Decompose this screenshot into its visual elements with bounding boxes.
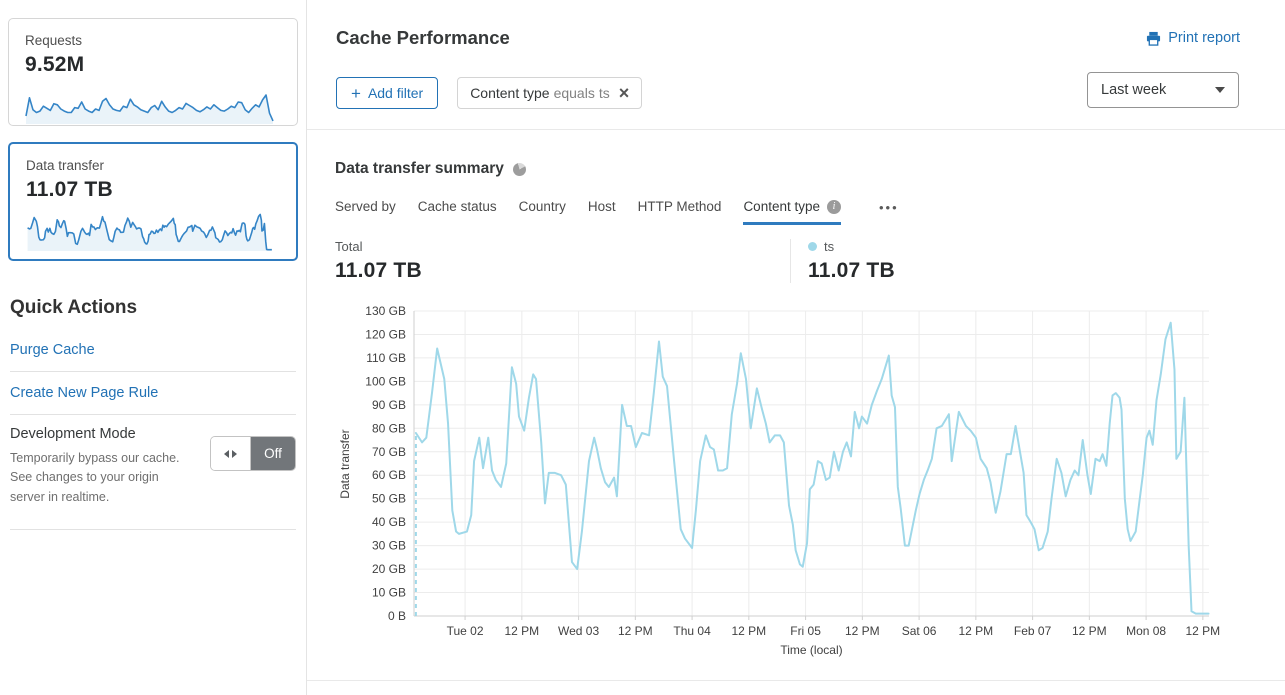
time-range-dropdown[interactable]: Last week (1087, 72, 1239, 108)
total-label: Total (335, 239, 363, 254)
svg-text:Wed 03: Wed 03 (558, 624, 599, 638)
print-report-button[interactable]: Print report (1146, 30, 1240, 46)
tab-country[interactable]: Country (518, 199, 566, 214)
development-mode-text: Development Mode Temporarily bypass our … (10, 426, 188, 507)
main-content: Cache Performance Print report + Add fil… (307, 0, 1285, 695)
filter-chip-value: ts (598, 85, 610, 101)
close-icon[interactable]: × (618, 83, 630, 103)
series-ts-value: 11.07 TB (808, 259, 895, 282)
svg-text:12 PM: 12 PM (1186, 624, 1221, 638)
more-tabs-button[interactable]: ••• (879, 200, 899, 215)
filter-chip-field: Content type (470, 85, 550, 101)
svg-text:Fri 05: Fri 05 (790, 624, 821, 638)
toggle-arrows-icon[interactable] (211, 437, 251, 470)
development-mode-toggle[interactable]: Off (210, 436, 296, 471)
svg-text:20 GB: 20 GB (372, 562, 406, 576)
purge-cache-link[interactable]: Purge Cache (10, 342, 95, 358)
svg-text:100 GB: 100 GB (365, 374, 406, 388)
chevron-down-icon (1215, 87, 1225, 93)
svg-text:12 PM: 12 PM (618, 624, 653, 638)
pie-timer-icon (512, 162, 526, 176)
svg-text:40 GB: 40 GB (372, 515, 406, 529)
series-ts-dot-icon (808, 242, 817, 251)
svg-text:50 GB: 50 GB (372, 492, 406, 506)
create-page-rule-link[interactable]: Create New Page Rule (10, 385, 159, 401)
tab-content-type-label: Content type (743, 199, 820, 214)
svg-text:80 GB: 80 GB (372, 421, 406, 435)
svg-text:12 PM: 12 PM (504, 624, 539, 638)
summary-tabs: Served by Cache status Country Host HTTP… (335, 199, 1257, 225)
svg-text:12 PM: 12 PM (731, 624, 766, 638)
add-filter-button[interactable]: + Add filter (336, 77, 439, 109)
time-range-value: Last week (1101, 82, 1167, 98)
data-transfer-line-chart[interactable]: 0 B 10 GB 20 GB 30 GB 40 GB 50 GB 60 GB 70 GB 80… (335, 296, 1239, 658)
quick-actions-list: Purge Cache Create New Page Rule Develop… (8, 329, 298, 531)
sidebar: Requests 9.52M Data transfer 11.07 TB Qu… (0, 0, 307, 695)
print-report-label: Print report (1168, 30, 1240, 46)
tab-http-method[interactable]: HTTP Method (637, 199, 722, 214)
svg-text:130 GB: 130 GB (365, 304, 406, 318)
svg-text:110 GB: 110 GB (366, 351, 406, 365)
svg-text:Thu 04: Thu 04 (673, 624, 711, 638)
svg-text:Sat 06: Sat 06 (902, 624, 937, 638)
svg-text:Tue 02: Tue 02 (447, 624, 484, 638)
printer-icon (1147, 31, 1161, 46)
svg-text:0 B: 0 B (388, 609, 406, 623)
svg-text:12 PM: 12 PM (1072, 624, 1107, 638)
svg-text:120 GB: 120 GB (365, 327, 406, 341)
add-filter-label: Add filter (367, 85, 424, 101)
svg-text:10 GB: 10 GB (372, 586, 406, 600)
svg-text:30 GB: 30 GB (372, 539, 406, 553)
filter-chip-operator: equals (553, 85, 595, 101)
svg-text:60 GB: 60 GB (372, 468, 406, 482)
requests-value: 9.52M (25, 53, 85, 76)
tab-served-by[interactable]: Served by (335, 199, 396, 214)
summary-title-row: Data transfer summary (335, 130, 1257, 178)
data-transfer-label: Data transfer (26, 158, 105, 173)
requests-card[interactable]: Requests 9.52M (8, 18, 298, 126)
divider (10, 529, 296, 531)
svg-text:Time (local): Time (local) (780, 643, 842, 657)
data-transfer-card[interactable]: Data transfer 11.07 TB (8, 142, 298, 261)
development-mode-row: Development Mode Temporarily bypass our … (8, 415, 298, 529)
filter-chip-content-type[interactable]: Content type equals ts × (457, 77, 643, 109)
development-mode-description: Temporarily bypass our cache. See change… (10, 451, 180, 504)
quick-actions-title: Quick Actions (10, 297, 138, 318)
svg-text:90 GB: 90 GB (372, 398, 406, 412)
tab-host[interactable]: Host (587, 199, 616, 214)
svg-text:Feb 07: Feb 07 (1014, 624, 1052, 638)
data-transfer-sparkline-chart (27, 213, 272, 251)
legend-block: ts 11.07 TB (790, 239, 895, 283)
development-mode-title: Development Mode (10, 426, 136, 442)
total-value: 11.07 TB (335, 259, 422, 282)
requests-label: Requests (25, 33, 83, 48)
svg-text:12 PM: 12 PM (959, 624, 994, 638)
svg-text:Mon 08: Mon 08 (1126, 624, 1166, 638)
filter-row: + Add filter Content type equals ts × (336, 77, 643, 109)
divider (10, 371, 296, 372)
divider (10, 414, 296, 415)
series-ts-name: ts (824, 239, 835, 254)
info-icon[interactable]: i (827, 199, 841, 214)
tab-content-type[interactable]: Content type i (743, 199, 841, 225)
tab-cache-status[interactable]: Cache status (417, 199, 497, 214)
summary-title: Data transfer summary (335, 160, 504, 177)
toggle-state-label: Off (251, 437, 295, 470)
totals-row: Total 11.07 TB ts 11.07 TB (335, 239, 1257, 283)
data-transfer-value: 11.07 TB (26, 178, 113, 201)
page-header: Cache Performance Print report + Add fil… (307, 0, 1285, 130)
svg-text:70 GB: 70 GB (372, 445, 406, 459)
svg-text:12 PM: 12 PM (845, 624, 880, 638)
page-title: Cache Performance (336, 27, 510, 48)
svg-text:Data transfer: Data transfer (338, 429, 352, 498)
data-transfer-summary-section: Data transfer summary Served by Cache st… (307, 130, 1285, 681)
requests-sparkline-chart (25, 94, 274, 124)
total-block: Total 11.07 TB (335, 239, 790, 283)
plus-icon: + (351, 83, 361, 103)
